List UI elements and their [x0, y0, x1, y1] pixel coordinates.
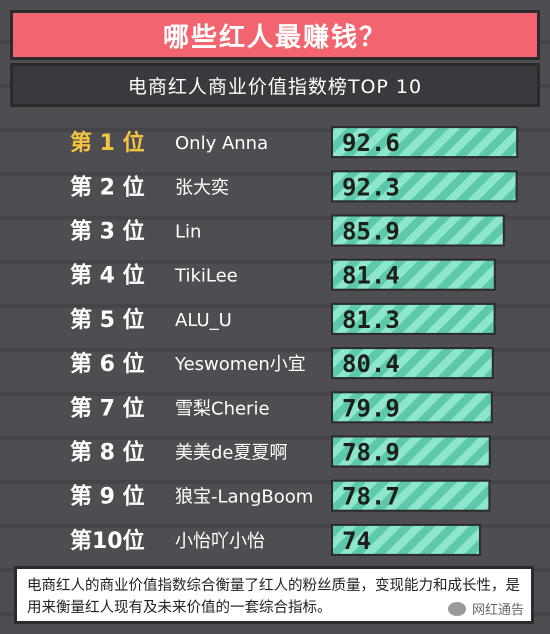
category-label: 美美de夏夏啊: [175, 443, 288, 464]
category-label: Only Anna: [175, 133, 268, 154]
category-label: 张大奕: [175, 177, 229, 198]
rank-label: 第 2 位: [70, 174, 145, 200]
bar: [331, 214, 505, 247]
watermark-text: 网红通告: [471, 603, 524, 618]
rank-label: 第 9 位: [70, 484, 145, 510]
value-label: 79.9: [342, 394, 400, 422]
bar: [331, 302, 496, 335]
page-title: 哪些红人最赚钱？: [10, 10, 540, 60]
bar: [331, 435, 491, 468]
rank-label: 第 1 位: [70, 130, 145, 156]
value-label: 92.6: [342, 129, 400, 157]
category-label: Yeswomen小宜: [174, 354, 306, 375]
category-label: 狼宝-LangBoom: [175, 487, 313, 508]
category-label: 雪梨Cherie: [175, 398, 270, 419]
rank-label: 第 8 位: [70, 440, 145, 466]
value-label: 81.4: [342, 262, 400, 290]
value-label: 81.3: [342, 306, 400, 334]
bar: [331, 347, 494, 380]
category-label: Lin: [175, 222, 201, 243]
value-label: 80.4: [342, 350, 400, 378]
value-label: 85.9: [342, 218, 400, 246]
bar: [331, 479, 491, 512]
chart-title: 电商红人商业价值指数榜TOP 10: [10, 63, 540, 107]
rank-label: 第 5 位: [70, 307, 145, 333]
bar: [331, 126, 519, 159]
category-label: TikiLee: [174, 266, 238, 287]
value-label: 78.9: [342, 439, 400, 467]
bar: [331, 170, 518, 203]
rank-label: 第 4 位: [70, 263, 145, 289]
footer-note: 电商红人的商业价值指数综合衡量了红人的粉丝质量，变现能力和成长性，是用来衡量红人…: [14, 566, 534, 624]
value-label: 74: [342, 527, 371, 555]
value-label: 78.7: [342, 483, 400, 511]
category-label: 小怡吖小怡: [175, 531, 265, 552]
bar: [331, 258, 496, 291]
wechat-icon: [447, 601, 466, 616]
watermark: 网红通告: [443, 598, 528, 619]
rank-label: 第 7 位: [70, 395, 145, 421]
rank-label: 第10位: [70, 528, 145, 554]
bar: [331, 391, 493, 424]
rank-label: 第 3 位: [70, 219, 145, 245]
bar: [331, 523, 481, 556]
value-label: 92.3: [342, 173, 400, 201]
rank-label: 第 6 位: [70, 351, 145, 377]
ranking-chart: 第 1 位 Only Anna 92.6 第 2 位 张大奕 92.3 第 3 位 Lin 85…: [70, 126, 519, 556]
category-label: ALU_U: [175, 310, 232, 331]
